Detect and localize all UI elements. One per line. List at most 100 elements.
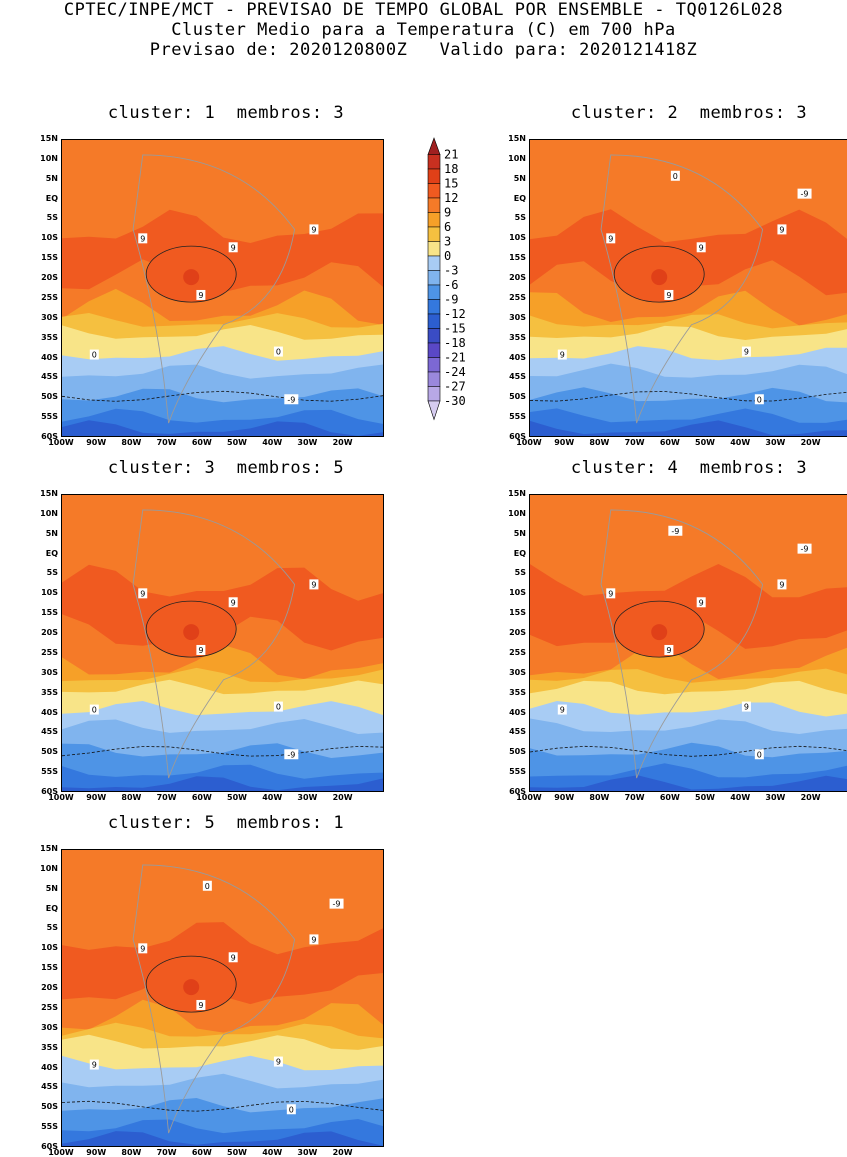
contour-label: 9 [606, 233, 616, 244]
lat-tick-label: 5N [45, 883, 58, 893]
svg-text:9: 9 [198, 291, 203, 300]
legend-label: -3 [444, 264, 458, 278]
svg-text:9: 9 [140, 944, 145, 953]
temperature-band [530, 775, 847, 791]
lat-tick-label: 15S [509, 608, 526, 618]
svg-text:0: 0 [276, 348, 281, 357]
svg-text:9: 9 [608, 234, 613, 243]
contour-label: 9 [606, 588, 616, 599]
lon-tick-label: 80W [121, 438, 142, 447]
contour-label: 0 [754, 749, 764, 760]
svg-text:-9: -9 [671, 527, 679, 536]
lat-tick-label: 45S [509, 727, 526, 737]
header-subtitle: Cluster Medio para a Temperatura (C) em … [171, 20, 676, 40]
svg-text:0: 0 [757, 395, 762, 404]
svg-text:9: 9 [140, 234, 145, 243]
svg-text:9: 9 [92, 1061, 97, 1070]
lat-tick-label: 15S [509, 253, 526, 263]
lon-tick-label: 70W [156, 793, 177, 802]
lon-tick-label: 40W [730, 793, 751, 802]
contour-label: 9 [664, 644, 674, 655]
contour-label: 9 [89, 1059, 99, 1070]
lat-tick-label: 55S [509, 412, 526, 422]
legend-label: -18 [444, 336, 466, 350]
legend-swatch [427, 299, 441, 315]
lat-tick-label: 35S [41, 687, 58, 697]
lon-tick-label: 90W [86, 1148, 107, 1157]
lon-tick-label: 70W [156, 438, 177, 447]
lat-tick-label: 60S [41, 432, 58, 441]
svg-text:-9: -9 [801, 545, 809, 554]
lat-tick-label: 60S [41, 1142, 58, 1151]
contour-label: 9 [309, 579, 319, 590]
legend-swatch [427, 137, 441, 155]
legend-swatch [427, 284, 441, 300]
lat-tick-label: 10N [40, 153, 58, 163]
legend-swatch [427, 357, 441, 373]
contour-label: 9 [138, 588, 148, 599]
lat-tick-label: 30S [509, 667, 526, 677]
contour-label: 0 [202, 880, 212, 891]
hot-spot [183, 979, 200, 996]
svg-text:9: 9 [140, 589, 145, 598]
svg-text:9: 9 [231, 243, 236, 252]
legend-swatch [427, 400, 441, 421]
lat-tick-label: 50S [509, 747, 526, 757]
lat-tick-label: 40S [509, 707, 526, 717]
lon-tick-label: 100W [48, 793, 74, 802]
temperature-field: 9 9 9 9 9 9 0 0 -9 [530, 140, 847, 436]
legend-label: 0 [444, 249, 451, 263]
contour-label: 9 [196, 999, 206, 1010]
lat-tick-label: 30S [509, 312, 526, 322]
contour-label: 0 [273, 701, 283, 712]
contour-label: 9 [309, 934, 319, 945]
lon-tick-label: 20W [800, 438, 821, 447]
contour-label: 9 [557, 704, 567, 715]
svg-text:9: 9 [231, 953, 236, 962]
svg-text:9: 9 [560, 351, 565, 360]
contour-label: 9 [741, 346, 751, 357]
lon-tick-label: 60W [659, 793, 680, 802]
map-panel-1: 9 9 9 9 0 0 -9 [61, 139, 384, 437]
panel-title-5: cluster: 5 membros: 1 [107, 813, 345, 833]
legend-label: 3 [444, 235, 451, 249]
lat-tick-label: 15N [40, 134, 58, 143]
temperature-field: 9 9 9 9 0 0 -9 [62, 140, 383, 436]
lat-tick-label: 20S [509, 273, 526, 283]
lon-tick-label: 20W [332, 793, 353, 802]
legend-label: 9 [444, 206, 451, 220]
contour-label: 0 [754, 394, 764, 405]
lon-tick-label: 30W [765, 793, 786, 802]
contour-minus9 [530, 745, 847, 757]
contour-label: 0 [273, 346, 283, 357]
lon-tick-label: 80W [589, 793, 610, 802]
legend-swatch [427, 342, 441, 358]
lon-tick-label: 90W [554, 793, 575, 802]
contour-label: 9 [196, 644, 206, 655]
header-title: CPTEC/INPE/MCT - PREVISAO DE TEMPO GLOBA… [63, 0, 784, 20]
contour-label: 9 [309, 224, 319, 235]
lon-tick-label: 90W [86, 793, 107, 802]
lon-tick-label: 50W [695, 438, 715, 447]
lat-tick-label: 10N [508, 153, 526, 163]
svg-text:9: 9 [311, 935, 316, 944]
lat-tick-label: 35S [509, 332, 526, 342]
svg-text:9: 9 [198, 1001, 203, 1010]
contour-label: 9 [777, 579, 787, 590]
svg-text:9: 9 [699, 598, 704, 607]
lon-tick-label: 50W [227, 1148, 247, 1157]
lat-tick-label: 45S [41, 372, 58, 382]
legend-label: -15 [444, 322, 466, 336]
lon-tick-label: 20W [800, 793, 821, 802]
contour-label: 9 [138, 943, 148, 954]
lat-tick-label: 15S [41, 253, 58, 263]
svg-text:9: 9 [231, 598, 236, 607]
lat-tick-label: 15N [40, 489, 58, 498]
svg-text:9: 9 [311, 580, 316, 589]
legend-swatch [427, 313, 441, 329]
lon-tick-label: 60W [659, 438, 680, 447]
legend-swatch [427, 328, 441, 344]
svg-text:9: 9 [666, 646, 671, 655]
lon-tick-label: 90W [554, 438, 575, 447]
lat-tick-label: 50S [41, 392, 58, 402]
